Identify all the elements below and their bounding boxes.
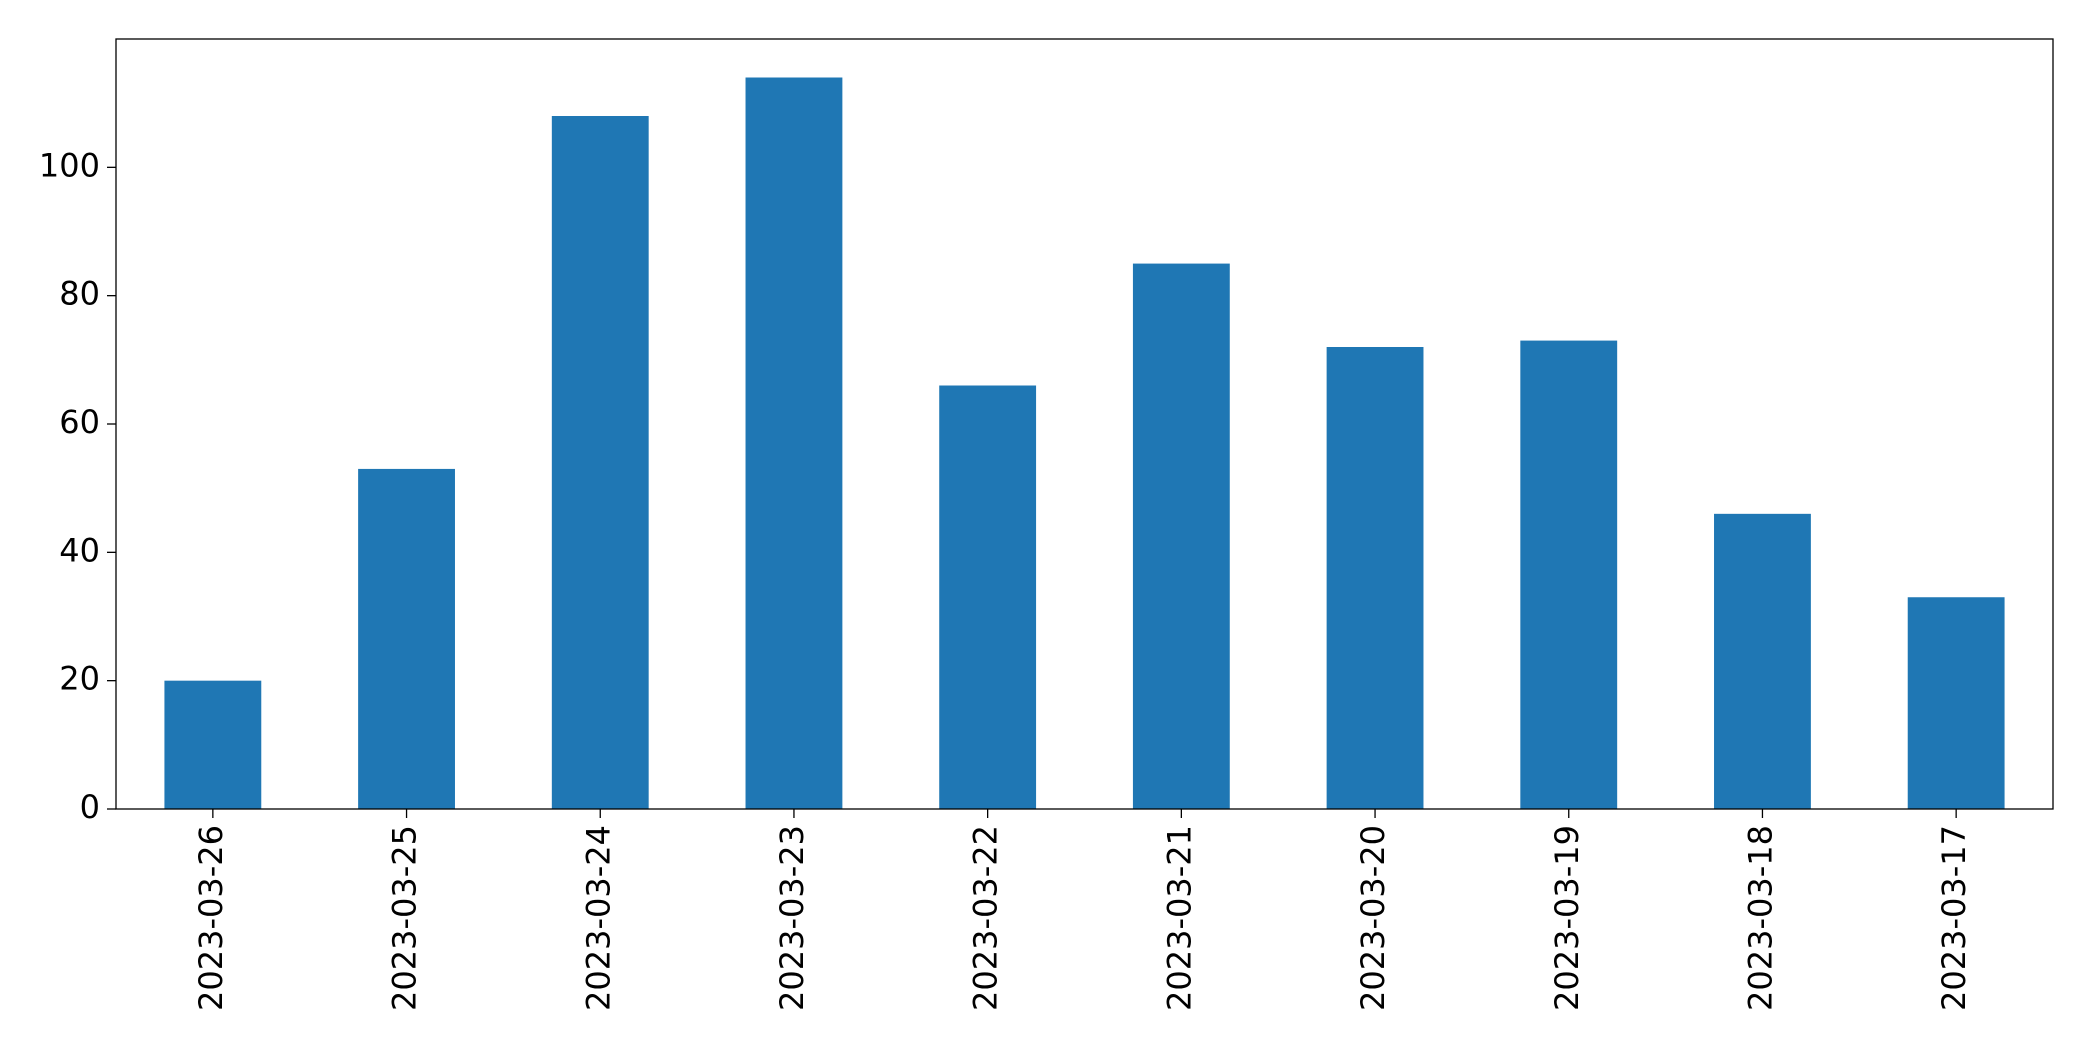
x-tick-label: 2023-03-24 bbox=[579, 825, 617, 1011]
plot-frame bbox=[115, 38, 2054, 810]
x-tick-label: 2023-03-20 bbox=[1354, 825, 1392, 1011]
y-tick-label: 20 bbox=[59, 660, 100, 698]
y-tick-label: 40 bbox=[59, 531, 100, 569]
y-tick-label: 60 bbox=[59, 403, 100, 441]
bar bbox=[745, 77, 843, 809]
x-tick-label: 2023-03-17 bbox=[1935, 825, 1973, 1011]
x-tick-label: 2023-03-23 bbox=[773, 825, 811, 1011]
x-tick-label: 2023-03-21 bbox=[1160, 825, 1198, 1011]
y-tick-label: 0 bbox=[80, 788, 100, 826]
bar bbox=[1714, 513, 1811, 809]
x-tick-label: 2023-03-19 bbox=[1548, 825, 1586, 1011]
bar bbox=[358, 468, 455, 809]
x-tick-label: 2023-03-22 bbox=[967, 825, 1005, 1011]
bar bbox=[1132, 263, 1230, 809]
y-tick-label: 100 bbox=[39, 146, 100, 184]
bar bbox=[164, 680, 262, 809]
bar bbox=[939, 385, 1037, 809]
bar bbox=[1907, 597, 2005, 809]
x-tick-label: 2023-03-26 bbox=[192, 825, 230, 1011]
y-tick-label: 80 bbox=[59, 275, 100, 313]
x-tick-label: 2023-03-25 bbox=[386, 825, 424, 1011]
bar bbox=[1520, 340, 1618, 809]
bar bbox=[1326, 347, 1424, 809]
bar bbox=[551, 116, 649, 809]
x-tick-label: 2023-03-18 bbox=[1741, 825, 1779, 1011]
